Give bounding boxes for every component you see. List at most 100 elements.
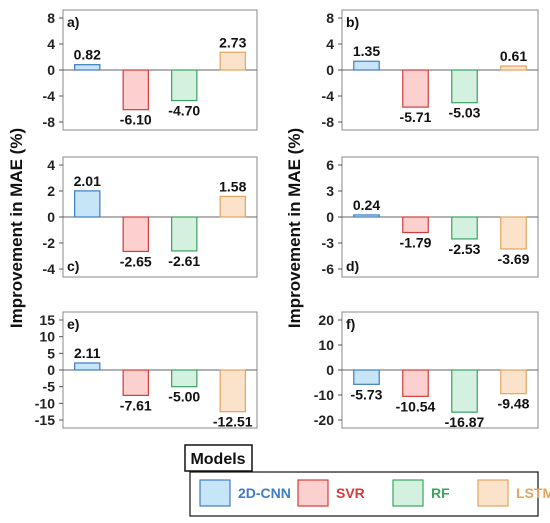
data-label: 2.73 <box>219 34 246 50</box>
y-tick-label: 10 <box>39 329 55 345</box>
legend-label: RF <box>431 485 450 501</box>
bar-svr <box>122 69 149 111</box>
legend-label: SVR <box>336 485 365 501</box>
y-tick-label: 10 <box>318 337 334 353</box>
y-tick-label: -4 <box>43 261 56 277</box>
y-tick-label: -5 <box>43 379 56 395</box>
y-tick-label: 0 <box>47 62 55 78</box>
bar-lstm <box>500 65 527 71</box>
data-label: -3.69 <box>498 251 530 267</box>
data-label: 1.58 <box>219 178 246 194</box>
y-tick-label: 4 <box>47 157 55 173</box>
bar-lstm <box>219 51 246 71</box>
bar-rf <box>171 69 198 102</box>
legend-items: 2D-CNN SVR RF LSTM <box>199 479 550 507</box>
y-tick-label: 8 <box>47 10 55 26</box>
legend-title-box <box>184 444 253 472</box>
chart-panel-d: 6 3 0 -3 -6 0.24 -1.79 -2.53 -3.69 d) <box>322 156 539 278</box>
data-label: -2.65 <box>120 253 152 269</box>
y-tick-label: 20 <box>318 312 334 328</box>
y-tick-label: 0 <box>47 209 55 225</box>
chart-panel-c: 4 2 0 -2 -4 2.01 -2.65 -2.61 1.58 c) <box>43 156 258 278</box>
panel-label: d) <box>346 258 359 274</box>
bar-2d-cnn <box>74 190 101 218</box>
y-tick-label: 3 <box>326 183 334 199</box>
y-tick-label: -8 <box>322 114 335 130</box>
legend: Models 2D-CNN SVR RF LSTM <box>184 444 550 517</box>
bar-rf <box>451 216 478 240</box>
data-label: -9.48 <box>498 396 530 412</box>
panel-label: a) <box>67 14 79 30</box>
y-tick-label: -20 <box>314 412 334 428</box>
y-tick-label: 6 <box>326 157 334 173</box>
bar-rf <box>451 69 478 104</box>
legend-item-2d-cnn: 2D-CNN <box>199 479 291 507</box>
data-label: -16.87 <box>445 414 485 430</box>
legend-label: 2D-CNN <box>238 485 291 501</box>
y-tick-label: -10 <box>314 387 334 403</box>
bar-svr <box>402 69 429 108</box>
bar-rf <box>171 216 198 252</box>
legend-item-lstm: LSTM <box>477 479 550 507</box>
bar-2d-cnn <box>353 369 380 385</box>
y-tick-label: 8 <box>326 10 334 26</box>
data-label: -1.79 <box>400 235 432 251</box>
bar-2d-cnn <box>353 60 380 71</box>
data-label: -5.00 <box>168 389 200 405</box>
legend-swatch <box>297 479 329 507</box>
bar-svr <box>122 369 149 396</box>
data-label: 2.01 <box>74 173 101 189</box>
bar-rf <box>451 369 478 413</box>
legend-swatch <box>477 479 509 507</box>
data-label: -5.03 <box>449 105 481 121</box>
panel-label: b) <box>346 14 359 30</box>
panel-label: e) <box>67 316 79 332</box>
panels: 8 4 0 -4 -8 0.82 -6.10 -4.70 2.73 a) 8 4 0 -4 -8 1.35 -5… <box>35 9 539 430</box>
data-label: 0.82 <box>74 47 101 63</box>
y-tick-label: -2 <box>43 235 56 251</box>
data-label: -5.71 <box>400 109 432 125</box>
y-tick-label: -15 <box>35 412 55 428</box>
y-tick-label: 4 <box>326 36 334 52</box>
data-label: -5.73 <box>351 386 383 402</box>
y-tick-label: 5 <box>47 345 55 361</box>
data-label: -2.53 <box>449 241 481 257</box>
bar-2d-cnn <box>74 64 101 71</box>
bar-2d-cnn <box>353 214 380 218</box>
chart-panel-b: 8 4 0 -4 -8 1.35 -5.71 -5.03 0.61 b) <box>322 9 539 131</box>
legend-title: Models <box>190 451 245 468</box>
bar-svr <box>402 216 429 234</box>
panel-label: f) <box>346 316 355 332</box>
data-label: 0.24 <box>353 197 380 213</box>
y-tick-label: -6 <box>322 261 335 277</box>
y-axis-label-right: Improvement in MAE (%) <box>285 128 304 328</box>
y-tick-label: 2 <box>47 183 55 199</box>
bar-svr <box>122 216 149 253</box>
legend-swatch <box>199 479 231 507</box>
bar-lstm <box>500 369 527 395</box>
legend-item-rf: RF <box>392 479 450 507</box>
y-tick-label: -3 <box>322 235 335 251</box>
data-label: -7.61 <box>120 397 152 413</box>
y-tick-label: 4 <box>47 36 55 52</box>
y-tick-label: 0 <box>47 362 55 378</box>
legend-label: LSTM <box>516 485 550 501</box>
panel-label: c) <box>67 258 79 274</box>
data-label: 0.61 <box>500 48 527 64</box>
y-tick-label: -4 <box>322 88 335 104</box>
bar-lstm <box>500 216 527 250</box>
bar-2d-cnn <box>74 362 101 371</box>
y-tick-label: 0 <box>326 209 334 225</box>
y-axis-label-left: Improvement in MAE (%) <box>7 128 26 328</box>
y-tick-label: -4 <box>43 88 56 104</box>
y-tick-label: 0 <box>326 362 334 378</box>
data-label: -10.54 <box>396 398 436 414</box>
y-tick-label: 15 <box>39 312 55 328</box>
chart-panel-f: 20 10 0 -10 -20 -5.73 -10.54 -16.87 -9.48 f) <box>314 311 539 430</box>
data-label: 2.11 <box>74 345 101 361</box>
bar-rf <box>171 369 198 388</box>
data-label: -2.61 <box>168 253 200 269</box>
data-label: -12.51 <box>213 414 253 430</box>
